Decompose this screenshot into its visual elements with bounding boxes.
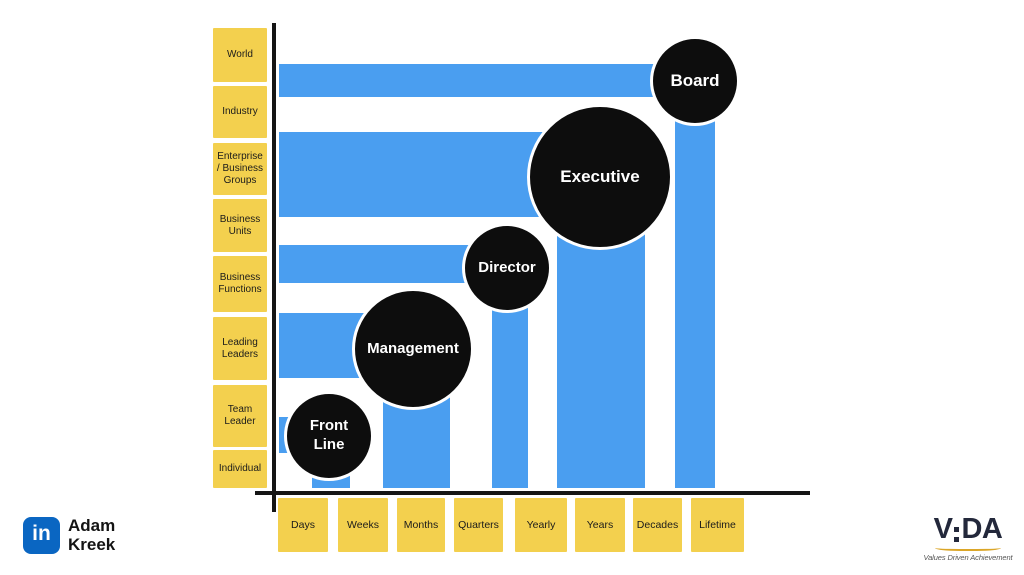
vida-gold-swoosh-icon	[935, 545, 1001, 551]
x-axis-label-quarters: Quarters	[454, 498, 503, 552]
y-axis-label-leading-leaders: Leading Leaders	[213, 317, 267, 380]
author-name: Adam Kreek	[68, 516, 116, 555]
role-bubble-board: Board	[650, 36, 740, 126]
y-axis-label-business-functions: Business Functions	[213, 256, 267, 312]
x-axis-label-yearly: Yearly	[515, 498, 567, 552]
vida-wordmark: V DA	[918, 515, 1018, 544]
role-bubble-label-line: Line	[313, 436, 345, 453]
x-axis-line	[255, 491, 810, 495]
x-axis-label-weeks: Weeks	[338, 498, 388, 552]
linkedin-icon: in	[23, 516, 60, 554]
role-bubble-label-line: Front	[309, 417, 349, 435]
x-axis-label-months: Months	[397, 498, 445, 552]
role-bubble-label: Management	[367, 339, 459, 357]
vida-tagline: Values Driven Achievement	[923, 553, 1013, 562]
y-axis-line	[272, 23, 276, 512]
vida-logo: V DA Values Driven Achievement	[918, 515, 1018, 563]
time-bar-vertical-board	[675, 81, 715, 488]
y-axis-label-industry: Industry	[213, 86, 267, 138]
vida-i-dots-icon	[954, 527, 960, 542]
role-bubble-front-line: Front Line	[284, 391, 374, 481]
role-bubble-label: Executive	[560, 167, 640, 187]
time-bar-horizontal-board	[279, 64, 695, 97]
y-axis-label-enterprise-business-groups: Enterprise / Business Groups	[213, 143, 267, 195]
author-credit: in Adam Kreek	[23, 516, 140, 554]
role-bubble-director: Director	[462, 223, 552, 313]
y-axis-label-individual: Individual	[213, 450, 267, 488]
vida-letters-da: DA	[961, 513, 1003, 545]
role-bubble-management: Management	[352, 288, 474, 410]
y-axis-label-world: World	[213, 28, 267, 82]
x-axis-label-years: Years	[575, 498, 625, 552]
role-bubble-label: Board	[670, 71, 720, 91]
y-axis-label-business-units: Business Units	[213, 199, 267, 252]
role-bubble-executive: Executive	[527, 104, 673, 250]
role-bubble-label: Director	[478, 258, 536, 276]
x-axis-label-days: Days	[278, 498, 328, 552]
y-axis-label-team-leader: Team Leader	[213, 385, 267, 447]
linkedin-icon-text: in	[32, 522, 51, 546]
vida-letter-v: V	[933, 513, 953, 545]
x-axis-label-decades: Decades	[633, 498, 682, 552]
x-axis-label-lifetime: Lifetime	[691, 498, 744, 552]
